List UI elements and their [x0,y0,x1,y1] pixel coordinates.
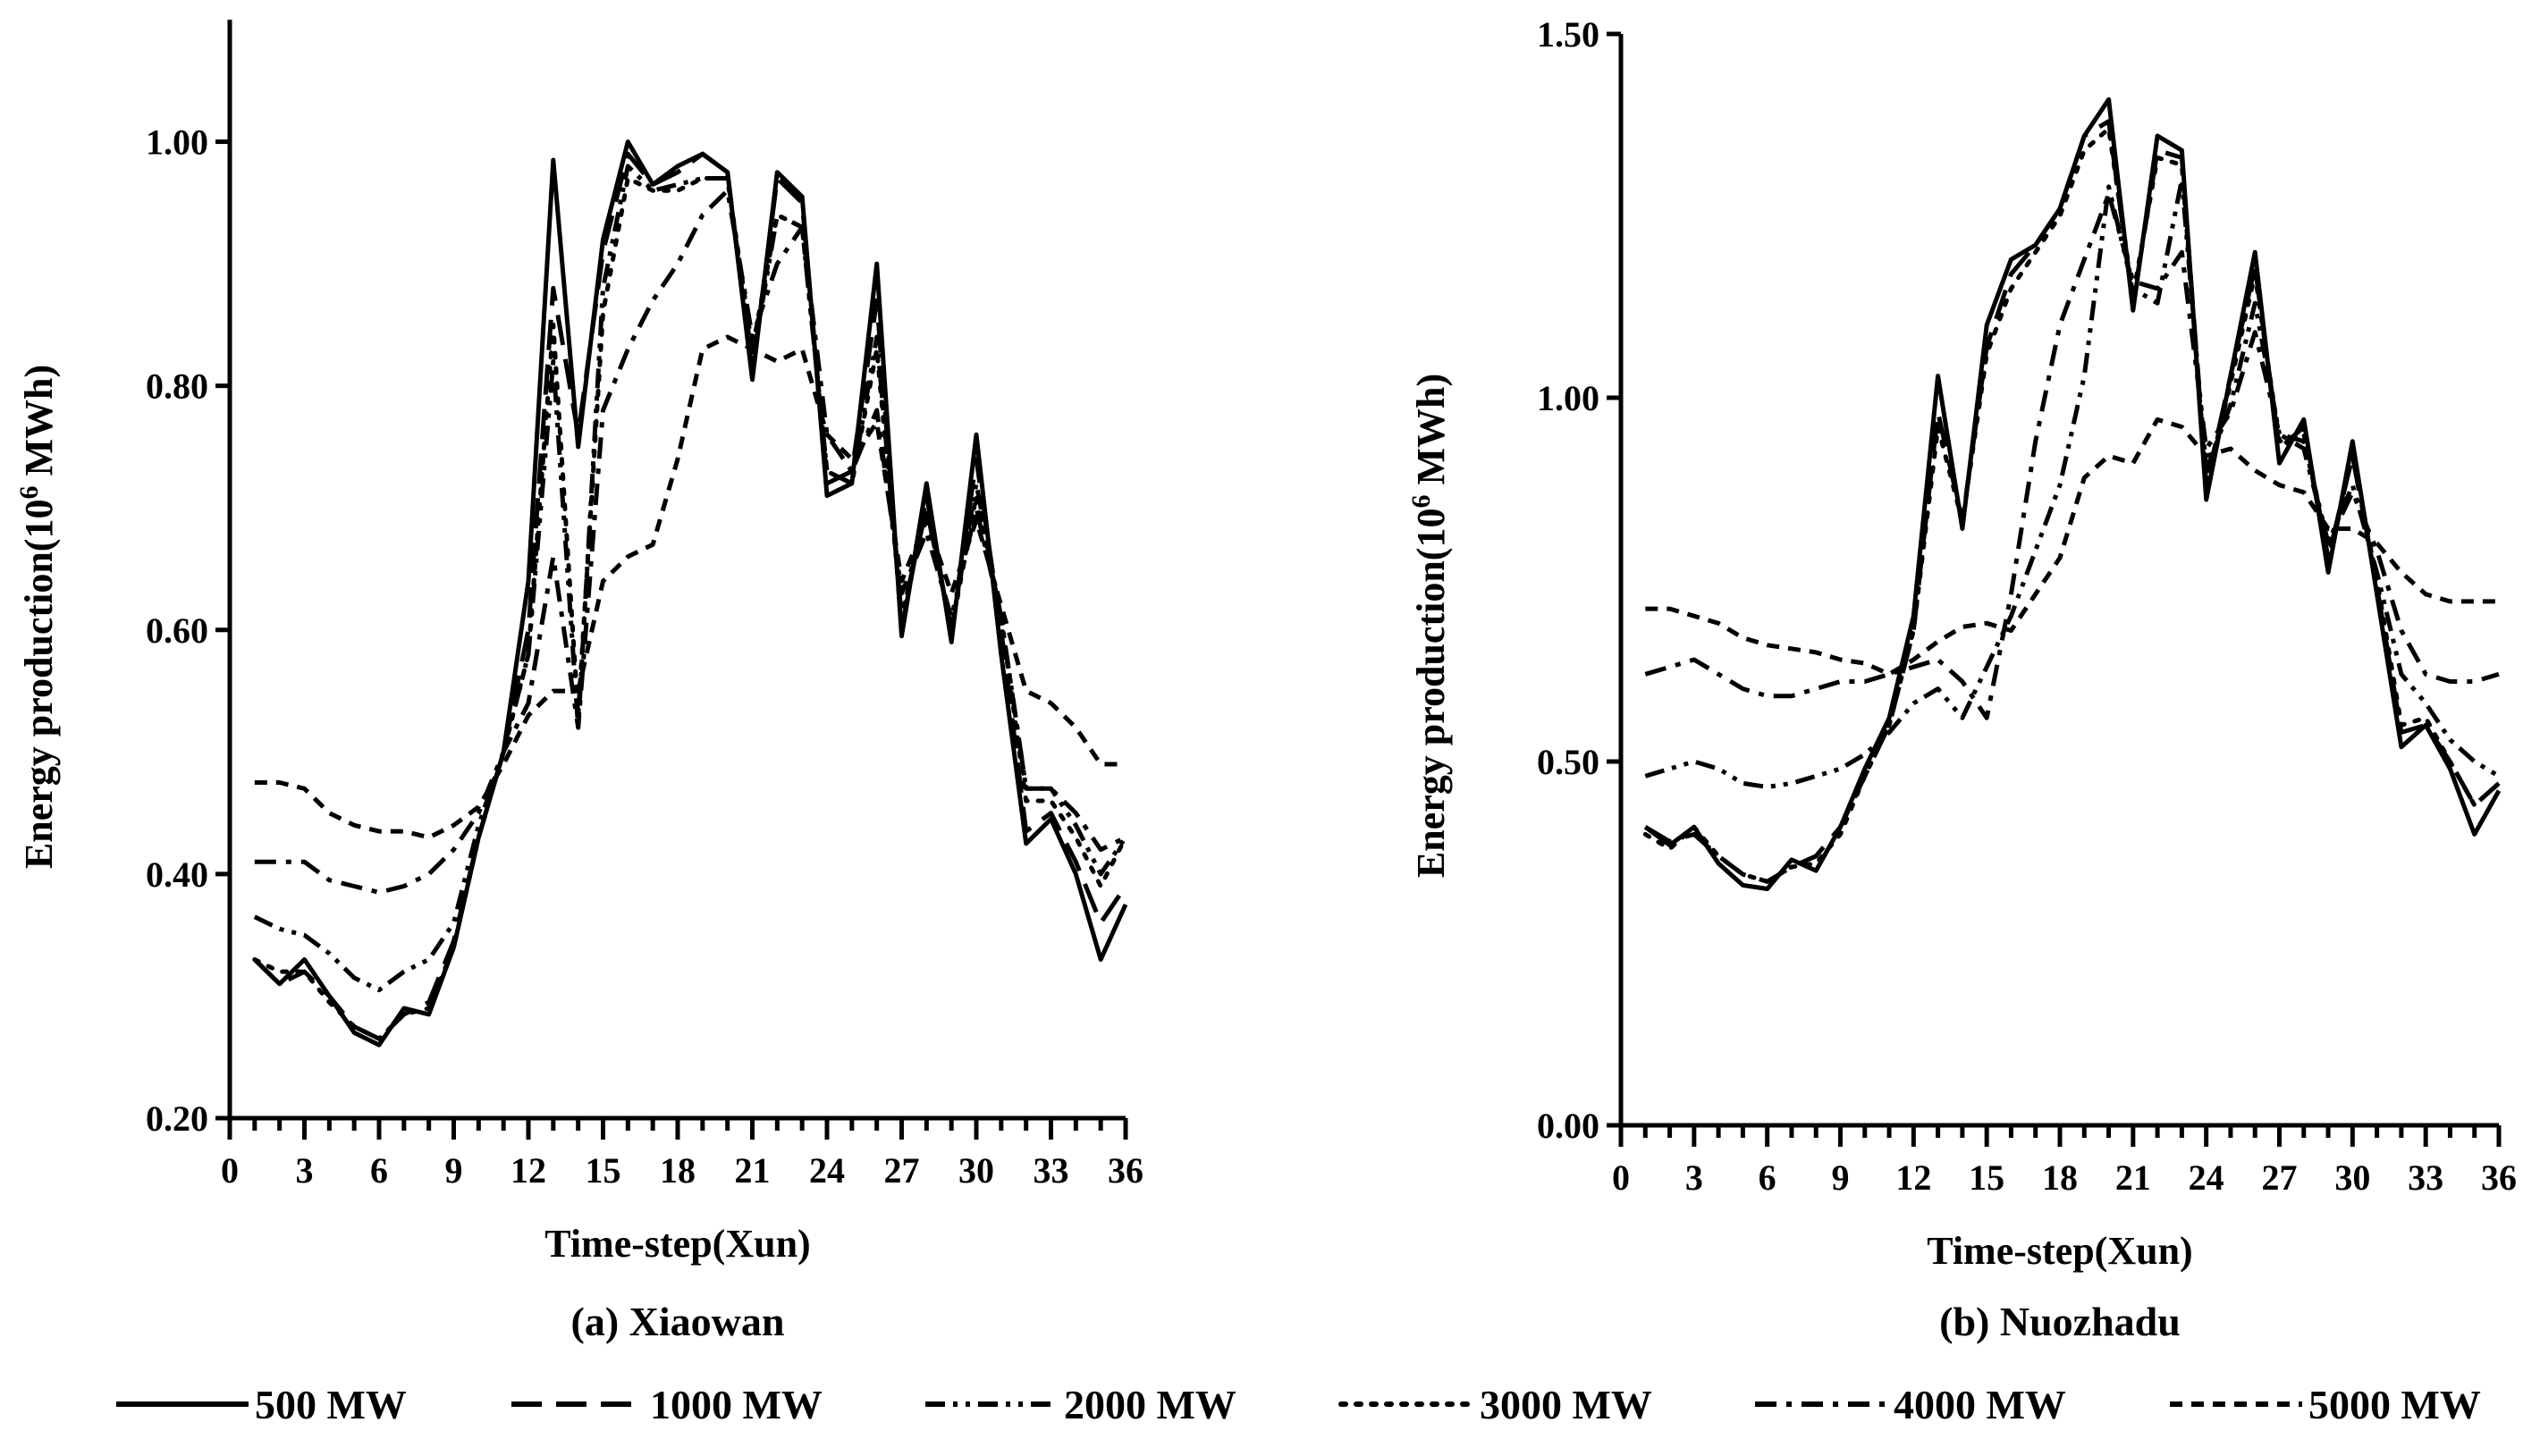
x-tick-label: 27 [2262,1157,2298,1198]
legend-label-2: 2000 MW [1064,1382,1236,1427]
panel-caption: (a) Xiaowan [571,1299,785,1344]
series-line-2000-mw [1644,177,2501,789]
x-tick-label: 3 [1685,1157,1703,1198]
x-tick-label: 27 [884,1150,920,1191]
y-tick-label: 0.20 [146,1098,208,1139]
x-tick-label: 3 [296,1150,314,1191]
series-line-4000-mw [1644,191,2500,720]
series-line-3000-mw [1642,126,2502,884]
panel-caption: (b) Nuozhadu [1939,1299,2181,1344]
x-tick-label: 24 [809,1150,845,1191]
x-tick-label: 24 [2189,1157,2224,1198]
legend-label-5: 5000 MW [2308,1382,2481,1427]
legend-label-1: 1000 MW [650,1382,823,1427]
legend-label-4: 4000 MW [1894,1382,2066,1427]
series-line-1000-mw [1644,119,2501,884]
series-line-4000-mw [254,188,1127,895]
legend-label-0: 500 MW [255,1382,407,1427]
series-line-5000-mw [1645,417,2499,677]
x-tick-label: 9 [445,1150,463,1191]
y-axis-title: Energy production(106 MWh) [1406,374,1453,878]
x-axis-title: Time-step(Xun) [1927,1229,2192,1273]
y-tick-label: 1.00 [1537,378,1599,418]
x-tick-label: 6 [1759,1157,1776,1198]
y-axis-title: Energy production(106 MWh) [14,365,61,869]
x-tick-label: 0 [221,1150,239,1191]
x-tick-label: 18 [660,1150,696,1191]
x-tick-label: 36 [1108,1150,1143,1191]
x-tick-label: 12 [511,1150,546,1191]
x-axis-title: Time-step(Xun) [544,1222,810,1266]
x-tick-label: 30 [958,1150,994,1191]
x-tick-label: 6 [370,1150,388,1191]
y-tick-label: 0.60 [146,610,208,651]
x-tick-label: 12 [1895,1157,1931,1198]
x-tick-label: 15 [1969,1157,2004,1198]
series-line-3000-mw [252,176,1128,1041]
y-tick-label: 0.00 [1537,1106,1599,1146]
y-tick-label: 1.50 [1537,14,1599,55]
x-tick-label: 18 [2042,1157,2078,1198]
legend-label-3: 3000 MW [1480,1382,1652,1427]
chart-panel-1: 0.000.501.001.500 3 6 9 12 15 18 21 24 27 30 33 36Ti… [1406,14,2517,1344]
series-line-500-mw [1643,97,2502,891]
series-line-2000-mw [253,164,1128,993]
y-tick-label: 0.50 [1537,742,1599,782]
x-tick-label: 33 [1034,1150,1069,1191]
y-tick-label: 0.80 [146,366,208,407]
legend: 500 MW 1000 MW 2000 MW 3000 MW 4000 MW 5000 M… [116,1382,2481,1427]
y-tick-label: 1.00 [146,122,208,163]
x-tick-label: 9 [1832,1157,1850,1198]
x-tick-label: 30 [2334,1157,2370,1198]
x-tick-label: 21 [2115,1157,2151,1198]
x-tick-label: 33 [2408,1157,2443,1198]
x-tick-label: 21 [735,1150,771,1191]
series-line-5000-mw [254,334,1126,840]
x-tick-label: 0 [1612,1157,1630,1198]
chart-panel-0: 0.200.400.600.801.000 3 6 9 12 15 18 21 24 27 30 33… [14,20,1143,1344]
x-tick-label: 36 [2481,1157,2517,1198]
series-line-500-mw [253,139,1128,1048]
y-tick-label: 0.40 [146,854,208,895]
x-tick-label: 15 [586,1150,621,1191]
